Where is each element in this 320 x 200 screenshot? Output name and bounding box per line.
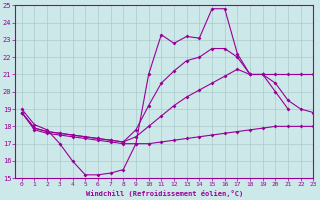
X-axis label: Windchill (Refroidissement éolien,°C): Windchill (Refroidissement éolien,°C) — [86, 190, 243, 197]
